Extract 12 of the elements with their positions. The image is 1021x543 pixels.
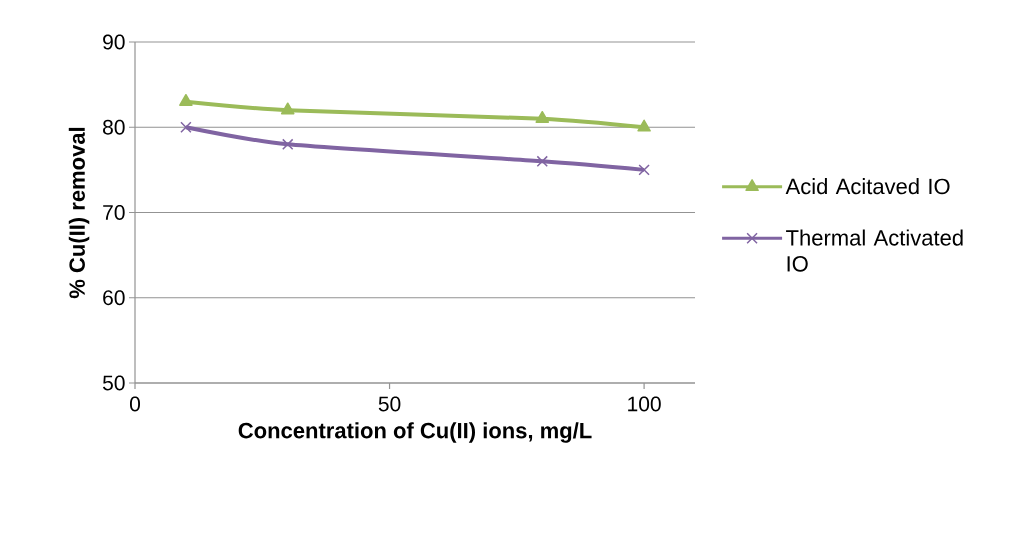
legend-label: Acid Acitaved IO — [785, 178, 950, 195]
y-tick-label: 90 — [103, 34, 125, 50]
y-tick-label: 70 — [103, 205, 125, 220]
y-tick-label: 80 — [103, 119, 125, 135]
x-axis-title: Concentration of Cu(II) ions, mg/L — [238, 422, 592, 443]
x-tick-label: 0 — [129, 396, 141, 412]
x-tick-label: 50 — [378, 396, 401, 412]
y-tick-label: 50 — [102, 375, 125, 391]
y-tick-label: 60 — [103, 290, 125, 306]
x-tick-label: 100 — [628, 396, 661, 412]
legend-label: Thermal Activated IO — [786, 229, 963, 272]
y-axis-title: % Cu(II) removal — [68, 127, 90, 299]
